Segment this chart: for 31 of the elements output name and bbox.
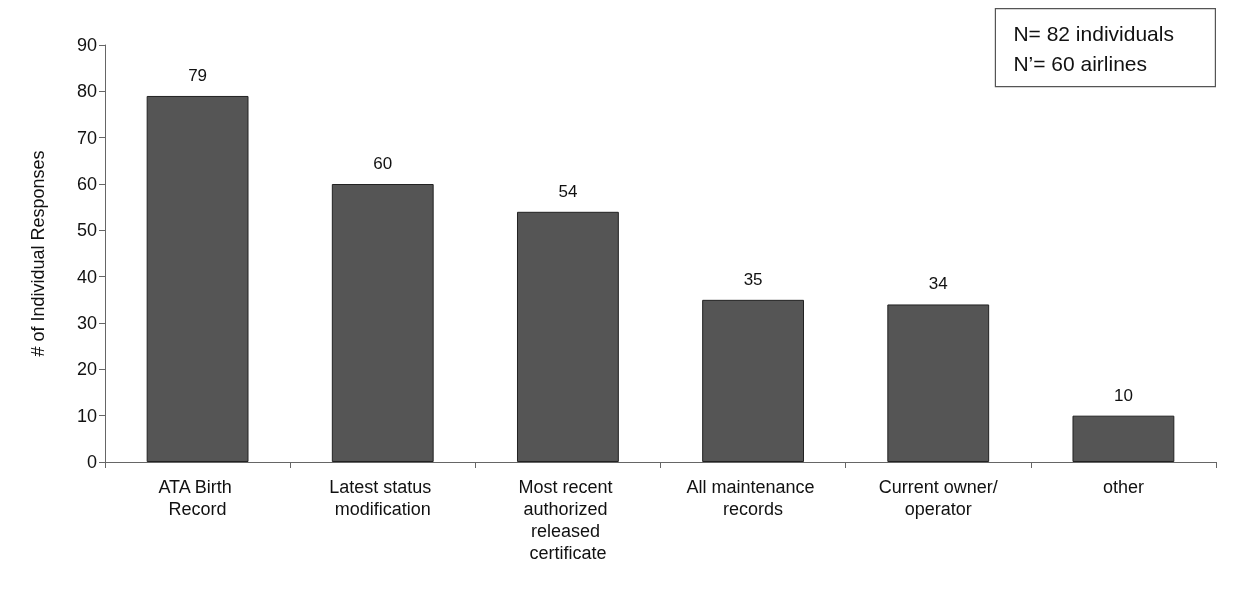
y-tick-label: 30 xyxy=(76,313,97,333)
data-label: 35 xyxy=(743,269,763,289)
y-tick-label: 40 xyxy=(76,266,97,287)
data-label: 34 xyxy=(928,274,948,294)
bar xyxy=(146,95,249,462)
bar xyxy=(1072,415,1175,462)
x-tick-label: other xyxy=(1102,477,1144,497)
x-tick-label: ATA Birth Record xyxy=(158,477,237,519)
y-tick-label: 80 xyxy=(76,81,97,102)
annotation: N’= 60 airlines xyxy=(1013,51,1148,75)
y-tick-label: 90 xyxy=(76,35,97,55)
bar xyxy=(331,184,434,462)
x-tick-label: Current owner/operator xyxy=(878,477,998,519)
y-tick-label: 70 xyxy=(76,127,97,148)
bar xyxy=(517,211,619,462)
y-tick-label: 0 xyxy=(86,452,97,472)
data-label: 54 xyxy=(558,181,578,201)
data-label: 10 xyxy=(1113,385,1133,405)
x-tick-label: Most recent authorized released certificate xyxy=(518,477,618,563)
y-tick-label: 60 xyxy=(76,174,97,194)
data-label: 79 xyxy=(188,65,208,85)
x-tick-label: Latest status modification xyxy=(329,477,437,519)
x-tick-label: All maintenance records xyxy=(686,477,820,519)
y-tick-label: 20 xyxy=(76,359,97,380)
y-tick-label: 10 xyxy=(76,405,97,426)
bar xyxy=(887,304,990,462)
y-tick-label: 50 xyxy=(76,220,97,241)
bar xyxy=(702,299,804,462)
text: N= 82 individuals xyxy=(1013,21,1174,45)
data-label: 60 xyxy=(373,154,393,173)
y-axis-title: # of Individual Responses xyxy=(28,150,48,357)
